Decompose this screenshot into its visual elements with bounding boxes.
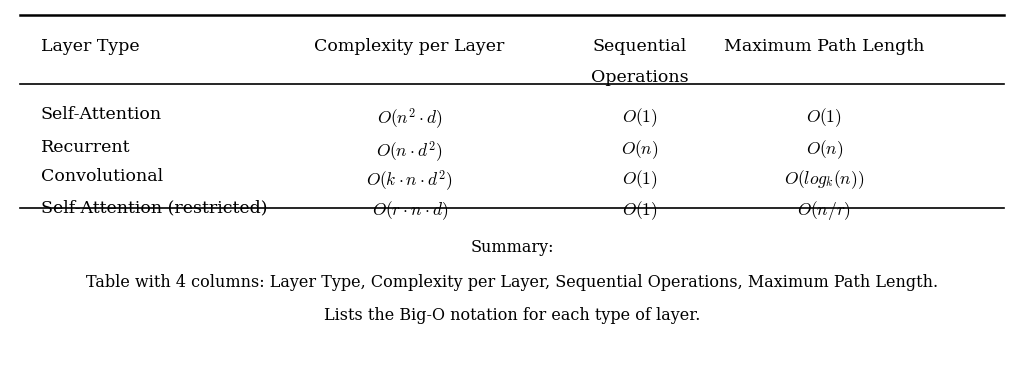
Text: Recurrent: Recurrent (41, 139, 130, 156)
Text: $O(log_k(n))$: $O(log_k(n))$ (784, 168, 864, 191)
Text: Table with 4 columns: Layer Type, Complexity per Layer, Sequential Operations, M: Table with 4 columns: Layer Type, Comple… (86, 274, 938, 292)
Text: $O(n/r)$: $O(n/r)$ (798, 199, 851, 222)
Text: Convolutional: Convolutional (41, 168, 163, 185)
Text: Maximum Path Length: Maximum Path Length (724, 38, 925, 55)
Text: $O(n \cdot d^2)$: $O(n \cdot d^2)$ (376, 139, 443, 164)
Text: $O(n^2 \cdot d)$: $O(n^2 \cdot d)$ (377, 106, 442, 131)
Text: Self-Attention: Self-Attention (41, 106, 162, 123)
Text: $O(n)$: $O(n)$ (622, 139, 658, 161)
Text: Self-Attention (restricted): Self-Attention (restricted) (41, 199, 267, 216)
Text: $O(1)$: $O(1)$ (807, 106, 842, 128)
Text: Layer Type: Layer Type (41, 38, 139, 55)
Text: Operations: Operations (591, 69, 689, 87)
Text: Sequential: Sequential (593, 38, 687, 55)
Text: $O(n)$: $O(n)$ (806, 139, 843, 161)
Text: Complexity per Layer: Complexity per Layer (314, 38, 505, 55)
Text: Lists the Big-O notation for each type of layer.: Lists the Big-O notation for each type o… (324, 307, 700, 324)
Text: $O(k \cdot n \cdot d^2)$: $O(k \cdot n \cdot d^2)$ (367, 168, 453, 193)
Text: $O(1)$: $O(1)$ (623, 106, 657, 128)
Text: $O(1)$: $O(1)$ (623, 199, 657, 222)
Text: $O(1)$: $O(1)$ (623, 168, 657, 191)
Text: Summary:: Summary: (470, 239, 554, 256)
Text: $O(r \cdot n \cdot d)$: $O(r \cdot n \cdot d)$ (372, 199, 447, 222)
